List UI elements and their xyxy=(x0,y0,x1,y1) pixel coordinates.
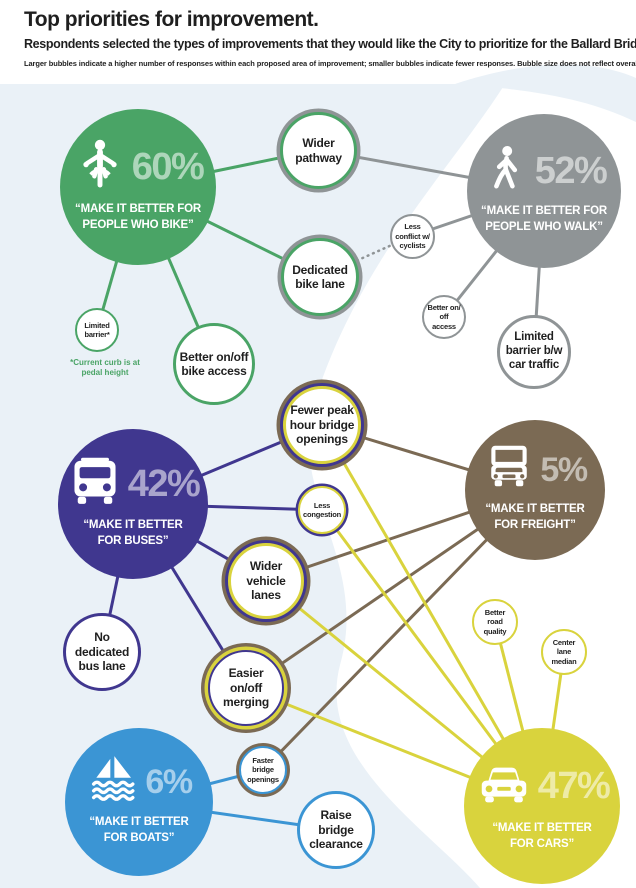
boats-label: “MAKE IT BETTER FOR BOATS” xyxy=(89,816,189,844)
bus-icon xyxy=(67,454,123,515)
bike-stat-row: 60% xyxy=(73,136,205,199)
bus-label: “MAKE IT BETTER FOR BUSES” xyxy=(83,519,183,547)
page-subtitle: Respondents selected the types of improv… xyxy=(24,37,636,51)
walk-label: “MAKE IT BETTER FOR PEOPLE WHO WALK” xyxy=(481,205,607,233)
truck-icon xyxy=(483,442,535,499)
bubble-less-congestion: Less congestion xyxy=(298,486,346,534)
walk-percent: 52% xyxy=(534,150,608,193)
walk-stat-row: 52% xyxy=(482,142,608,201)
methodology-note: Larger bubbles indicate a higher number … xyxy=(24,59,636,68)
freight-percent: 5% xyxy=(540,451,588,490)
bubble-wider-pathway: Wider pathway xyxy=(280,112,357,189)
bubble-bike: 60% “MAKE IT BETTER FOR PEOPLE WHO BIKE” xyxy=(60,109,216,265)
page-title: Top priorities for improvement. xyxy=(24,8,319,31)
car-icon xyxy=(475,755,533,818)
cars-stat-row: 47% xyxy=(475,755,611,818)
bubble-less-conflict: Less conflict w/ cyclists xyxy=(390,214,435,259)
bike-icon xyxy=(73,136,127,199)
pedestrian-icon xyxy=(482,142,530,201)
curb-footnote: *Current curb is at pedal height xyxy=(70,358,140,378)
bubble-limited-barrier: Limited barrier* xyxy=(75,308,119,352)
bubble-no-dedicated-bus-lane: No dedicated bus lane xyxy=(63,613,141,691)
bus-stat-row: 42% xyxy=(67,454,201,515)
bike-percent: 60% xyxy=(131,146,205,189)
bubble-cars: 47% “MAKE IT BETTER FOR CARS” xyxy=(464,728,620,884)
bubble-dedicated-bike-lane: Dedicated bike lane xyxy=(281,238,359,316)
freight-label: “MAKE IT BETTER FOR FREIGHT” xyxy=(485,503,585,531)
bubble-freight: 5% “MAKE IT BETTER FOR FREIGHT” xyxy=(465,420,605,560)
bubble-easier-merging: Easier on/off merging xyxy=(208,650,284,726)
background-swoosh xyxy=(0,84,505,888)
bubble-walk: 52% “MAKE IT BETTER FOR PEOPLE WHO WALK” xyxy=(467,114,621,268)
boats-stat-row: 6% xyxy=(86,753,193,812)
bubble-better-onoff-bike: Better on/off bike access xyxy=(173,323,255,405)
cars-label: “MAKE IT BETTER FOR CARS” xyxy=(492,822,592,850)
bubble-bus: 42% “MAKE IT BETTER FOR BUSES” xyxy=(58,429,208,579)
boat-icon xyxy=(86,753,140,812)
bubble-boats: 6% “MAKE IT BETTER FOR BOATS” xyxy=(65,728,213,876)
freight-stat-row: 5% xyxy=(483,442,588,499)
bus-percent: 42% xyxy=(127,463,201,506)
bubble-wider-vehicle-lanes: Wider vehicle lanes xyxy=(228,543,304,619)
bike-label: “MAKE IT BETTER FOR PEOPLE WHO BIKE” xyxy=(75,203,201,231)
bubble-better-onoff-access: Better on/ off access xyxy=(422,295,466,339)
bubble-center-lane-median: Center lane median xyxy=(541,629,587,675)
bubble-better-road-quality: Better road quality xyxy=(472,599,518,645)
bubble-raise-bridge-clearance: Raise bridge clearance xyxy=(297,791,375,869)
boats-percent: 6% xyxy=(145,763,193,802)
bubble-limited-barrier-bw: Limited barrier b/w car traffic xyxy=(497,315,571,389)
bubble-fewer-peak: Fewer peak hour bridge openings xyxy=(283,386,361,464)
background-corner xyxy=(455,64,636,122)
bubble-faster-bridge-openings: Faster bridge openings xyxy=(239,746,287,794)
cars-percent: 47% xyxy=(537,765,611,808)
